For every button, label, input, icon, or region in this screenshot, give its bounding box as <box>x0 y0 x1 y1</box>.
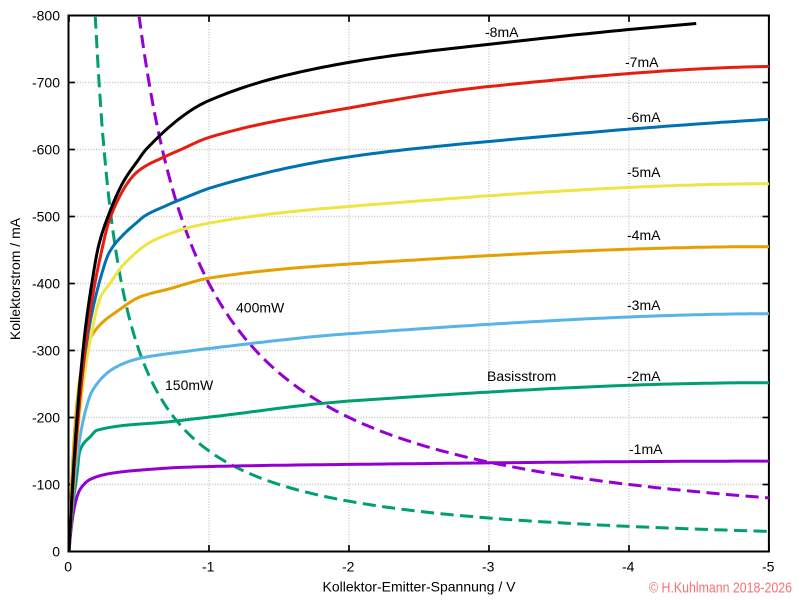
svg-text:-200: -200 <box>32 410 60 426</box>
svg-text:-8mA: -8mA <box>485 24 519 40</box>
svg-text:-500: -500 <box>32 209 60 225</box>
svg-text:150mW: 150mW <box>165 377 214 393</box>
svg-text:-1: -1 <box>202 559 215 575</box>
svg-text:-2: -2 <box>342 559 355 575</box>
svg-text:© H.Kuhlmann 2018-2026: © H.Kuhlmann 2018-2026 <box>649 581 792 597</box>
svg-text:-6mA: -6mA <box>627 109 661 125</box>
svg-text:Kollektor-Emitter-Spannung / V: Kollektor-Emitter-Spannung / V <box>323 579 517 595</box>
svg-text:Kollektorstrom / mA: Kollektorstrom / mA <box>7 217 23 340</box>
svg-text:-2mA: -2mA <box>627 368 661 384</box>
svg-text:-5mA: -5mA <box>627 164 661 180</box>
svg-text:-800: -800 <box>32 8 60 24</box>
svg-text:-1mA: -1mA <box>629 441 663 457</box>
svg-text:-700: -700 <box>32 75 60 91</box>
svg-text:-3mA: -3mA <box>627 297 661 313</box>
svg-text:-4mA: -4mA <box>627 227 661 243</box>
svg-text:-7mA: -7mA <box>625 54 659 70</box>
svg-text:-4: -4 <box>622 559 635 575</box>
svg-text:-100: -100 <box>32 477 60 493</box>
svg-text:0: 0 <box>52 544 60 560</box>
svg-text:400mW: 400mW <box>236 300 285 316</box>
svg-text:-300: -300 <box>32 343 60 359</box>
svg-text:Basisstrom: Basisstrom <box>487 368 556 384</box>
svg-text:-5: -5 <box>762 559 775 575</box>
svg-text:-3: -3 <box>482 559 495 575</box>
svg-text:-600: -600 <box>32 142 60 158</box>
svg-text:0: 0 <box>64 559 72 575</box>
svg-text:-400: -400 <box>32 276 60 292</box>
